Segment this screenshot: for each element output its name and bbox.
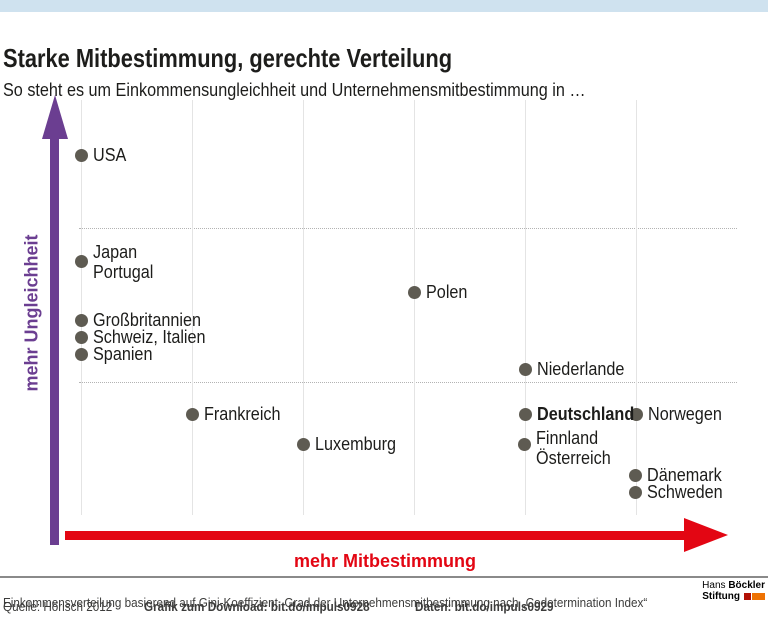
y-axis-label: mehr Ungleichheit: [21, 234, 42, 392]
data-point-dot: [407, 285, 421, 299]
x-axis-label: mehr Mitbestimmung: [293, 551, 477, 571]
logo-orange-rect: [752, 593, 765, 600]
footer-source-row: Quelle: Hörisch 2012 Grafik zum Download…: [3, 599, 569, 614]
vertical-gridline: [81, 100, 82, 515]
data-point-label: Dänemark: [647, 465, 722, 485]
data-point-dot: [74, 313, 88, 327]
x-axis-arrow-shaft: [65, 531, 686, 540]
vertical-gridline: [303, 100, 304, 515]
data-point-label: Finnland Österreich: [536, 428, 611, 468]
data-point-dot: [628, 468, 642, 482]
logo-line2: Stiftung: [702, 591, 765, 602]
footer-divider: [0, 576, 768, 578]
page-subtitle: So steht es um Einkommensungleichheit un…: [3, 80, 650, 100]
vertical-gridline: [525, 100, 526, 515]
logo-red-square: [744, 593, 751, 600]
dotted-gridline: [79, 382, 737, 383]
page-title-text: Starke Mitbestimmung, gerechte Verteilun…: [3, 43, 453, 74]
data-point-label: Polen: [426, 282, 468, 302]
data-point-label: Schweiz, Italien: [93, 327, 206, 347]
data-point-dot: [185, 407, 199, 421]
data-point-label: Niederlande: [537, 359, 625, 379]
data-link-text: Daten: bit.do/impuls0929: [415, 599, 554, 614]
top-accent-bar: [0, 0, 768, 12]
data-point-dot: [518, 407, 532, 421]
data-point-dot: [518, 362, 532, 376]
data-point-label: Luxemburg: [315, 434, 397, 454]
vertical-gridline: [414, 100, 415, 515]
vertical-gridline: [192, 100, 193, 515]
hans-boeckler-stiftung-logo: Hans Böckler Stiftung: [702, 580, 765, 602]
dotted-gridline: [79, 228, 737, 229]
source-text: Quelle: Hörisch 2012: [3, 599, 113, 614]
data-point-label: Norwegen: [648, 404, 722, 424]
data-point-dot: [74, 347, 88, 361]
data-point-label: Deutschland: [537, 404, 635, 424]
data-point-label: USA: [93, 145, 127, 165]
y-axis-arrow-head: [42, 95, 68, 139]
page-title: Starke Mitbestimmung, gerechte Verteilun…: [3, 44, 538, 72]
data-point-dot: [628, 485, 642, 499]
y-axis-arrow-shaft: [50, 138, 59, 545]
footer-note: Einkommensverteilung basierend auf Gini-…: [3, 595, 648, 610]
x-axis-arrow-head: [684, 518, 728, 552]
vertical-gridline: [636, 100, 637, 515]
data-point-dot: [296, 437, 310, 451]
logo-line1: Hans Böckler: [702, 580, 765, 591]
data-point-label: Schweden: [647, 482, 723, 502]
data-point-dot: [629, 407, 643, 421]
data-point-dot: [74, 148, 88, 162]
data-point-label: Japan Portugal: [93, 242, 154, 282]
data-point-label: Spanien: [93, 344, 153, 364]
data-point-label: Großbritannien: [93, 310, 202, 330]
data-point-dot: [74, 330, 88, 344]
page-subtitle-text: So steht es um Einkommensungleichheit un…: [3, 80, 586, 100]
download-link-text: Grafik zum Download: bit.do/impuls0928: [144, 599, 370, 614]
data-point-dot: [517, 437, 531, 451]
data-point-dot: [74, 254, 88, 268]
data-point-label: Frankreich: [204, 404, 281, 424]
